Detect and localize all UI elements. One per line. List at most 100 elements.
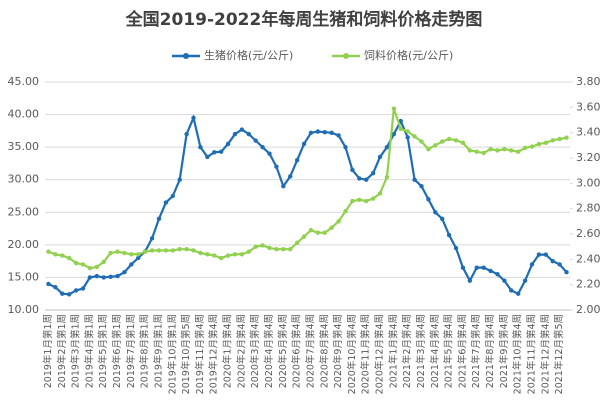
point	[502, 278, 507, 283]
point	[94, 264, 100, 270]
x-tick-label: 2019年9月第1周	[152, 314, 164, 388]
point	[509, 288, 514, 293]
point	[453, 138, 459, 143]
y-tick-label: 25.00	[8, 205, 40, 218]
x-tick-label: 2020年6月第4周	[291, 314, 303, 388]
point	[446, 232, 452, 238]
point	[522, 145, 528, 151]
x-tick-label: 2019年5月第1周	[97, 314, 109, 388]
point	[60, 291, 65, 296]
series-line	[47, 114, 568, 296]
point	[398, 126, 403, 132]
point	[550, 258, 555, 264]
point	[239, 127, 245, 132]
point	[419, 139, 424, 144]
y2-tick-label: 2.00	[576, 303, 601, 316]
point	[564, 270, 569, 275]
y-tick-label: 20.00	[8, 238, 40, 251]
x-tick-label: 2021年12月第5周	[553, 314, 565, 394]
x-tick-label: 2019年7月第1周	[125, 314, 137, 388]
point	[384, 144, 390, 150]
x-tick-label: 2021年11月第4周	[526, 314, 538, 394]
point	[377, 154, 383, 160]
point	[315, 129, 321, 134]
x-tick-label: 2020年5月第4周	[277, 314, 289, 388]
point	[170, 193, 175, 199]
point	[294, 157, 300, 163]
y2-tick-label: 3.80	[576, 75, 601, 88]
point	[288, 247, 293, 252]
point	[557, 262, 562, 267]
y2-tick-label: 3.00	[576, 176, 601, 189]
point	[515, 149, 521, 154]
y-tick-label: 40.00	[8, 108, 40, 121]
point	[529, 144, 535, 149]
point	[281, 184, 286, 189]
point	[405, 129, 410, 134]
x-tick-label: 2019年11月第4周	[194, 314, 206, 394]
point	[308, 228, 314, 233]
point	[205, 252, 210, 257]
y2-tick-label: 2.80	[576, 202, 601, 215]
point	[66, 292, 72, 297]
point	[398, 118, 403, 124]
point	[467, 278, 473, 283]
point	[46, 281, 51, 287]
point	[412, 177, 417, 182]
y-tick-label: 35.00	[8, 140, 40, 153]
point	[218, 255, 224, 261]
x-tick-label: 2019年12月第4周	[208, 314, 220, 394]
point	[260, 144, 265, 150]
point	[440, 139, 445, 144]
point	[122, 270, 127, 275]
point	[357, 197, 362, 202]
point	[370, 196, 376, 201]
point	[294, 240, 300, 246]
point	[364, 198, 369, 204]
x-tick-label: 2019年2月第1周	[56, 314, 68, 388]
point	[426, 197, 431, 202]
point	[405, 135, 410, 140]
point	[536, 141, 542, 147]
point	[440, 216, 445, 221]
point	[87, 266, 93, 271]
point	[66, 255, 72, 261]
point	[557, 136, 562, 142]
point	[419, 184, 424, 189]
y2-tick-label: 3.20	[576, 151, 601, 164]
point	[377, 191, 383, 196]
x-tick-label: 2020年3月第4周	[249, 314, 261, 388]
point	[301, 141, 307, 147]
point	[232, 131, 238, 137]
point	[412, 134, 417, 139]
point	[564, 135, 569, 140]
point	[543, 140, 549, 145]
point	[274, 164, 279, 169]
x-tick-label: 2021年4月第4周	[429, 314, 441, 388]
point	[315, 230, 321, 235]
point	[488, 146, 493, 152]
point	[267, 151, 272, 156]
legend-label: 生猪价格(元/公斤)	[204, 48, 293, 62]
point	[246, 249, 251, 254]
x-tick-label: 2020年10月第4周	[346, 314, 358, 394]
legend-marker	[343, 53, 349, 59]
y-tick-label: 30.00	[8, 173, 40, 186]
x-tick-label: 2021年3月第4周	[415, 314, 427, 388]
x-tick-label: 2020年9月第4周	[332, 314, 344, 388]
point	[253, 138, 258, 143]
point	[426, 146, 431, 152]
x-tick-label: 2019年10月第1周	[166, 314, 178, 394]
point	[177, 177, 182, 182]
point	[122, 250, 127, 256]
point	[391, 131, 397, 137]
point	[115, 273, 120, 279]
point	[529, 262, 535, 267]
point	[336, 219, 341, 224]
point	[94, 273, 100, 279]
chart-title: 全国2019-2022年每周生猪和饲料价格走势图	[125, 9, 483, 30]
point	[308, 130, 314, 136]
point	[239, 252, 245, 257]
point	[495, 271, 500, 277]
x-tick-label: 2021年2月第4周	[401, 314, 413, 388]
